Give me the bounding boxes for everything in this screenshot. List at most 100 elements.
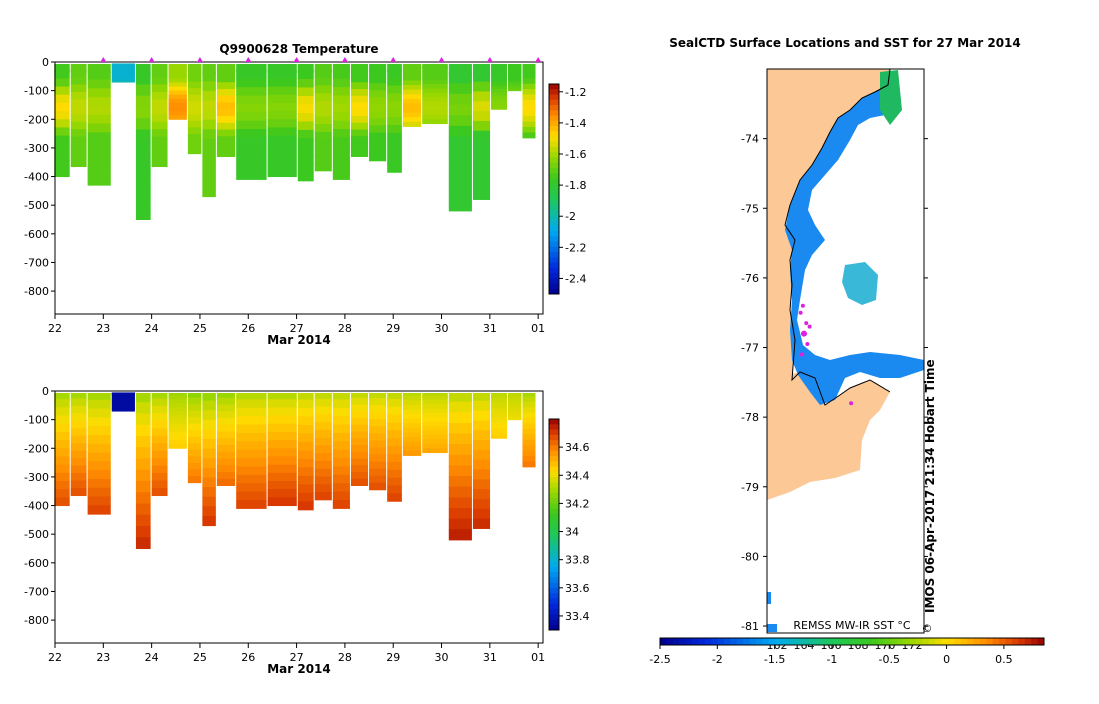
panel1-cell — [236, 416, 267, 426]
panel0-cell — [151, 159, 168, 168]
panel0-cell — [111, 70, 135, 73]
panel1-cell — [54, 472, 70, 482]
panel1-colorbar-cell — [549, 540, 559, 547]
panel0-cell — [187, 127, 202, 135]
panel0-cell — [314, 93, 332, 102]
panel0-cell — [187, 94, 202, 102]
panel0-cell — [448, 104, 472, 116]
panel1-cell — [472, 420, 491, 431]
panel0-xtick-label: 26 — [241, 322, 255, 335]
panel0-cell — [168, 74, 187, 79]
panel0-cell — [187, 120, 202, 128]
panel0-ytick-label: -200 — [24, 113, 49, 126]
map-colorbar-cell — [820, 638, 827, 645]
map-colorbar-cell — [775, 638, 783, 645]
panel1-cell — [187, 430, 202, 438]
panel0-profile-23 — [507, 64, 522, 92]
panel1-cell — [332, 393, 350, 402]
panel0-cell — [448, 83, 472, 95]
panel0-cell — [491, 99, 507, 103]
panel1-ytick-label: 0 — [42, 385, 49, 398]
panel1-cell — [135, 526, 151, 538]
panel0-cell — [267, 152, 297, 161]
panel0-cell — [369, 104, 387, 112]
map-colorbar-cell — [986, 638, 994, 645]
panel1-cell — [236, 432, 267, 442]
panel1-cell — [111, 403, 135, 406]
panel0-colorbar-cell — [549, 215, 559, 221]
panel1-cell — [202, 429, 216, 440]
panel1-cell — [111, 393, 135, 396]
panel1-ytick-label: -600 — [24, 557, 49, 570]
panel0-cell — [522, 72, 536, 79]
panel1-profile-13 — [314, 393, 332, 501]
panel0-cell — [216, 122, 236, 130]
panel1-cell — [202, 515, 216, 527]
map-coastline — [784, 68, 891, 406]
panel1-colorbar-cell — [549, 455, 559, 462]
panel1-profile-12 — [297, 393, 314, 511]
panel0-cell — [402, 71, 422, 77]
panel1-cell — [350, 445, 369, 453]
panel0-xtick-label: 25 — [193, 322, 207, 335]
panel0-cell — [151, 136, 168, 145]
panel0-colorbar-label: -2.2 — [565, 241, 586, 254]
panel0-cell — [87, 132, 111, 142]
panel0-profile-15 — [350, 64, 369, 157]
panel1-cell — [350, 424, 369, 432]
panel0-xtick-label: 22 — [48, 322, 62, 335]
panel0-cell — [332, 154, 350, 164]
panel1-cell — [448, 393, 472, 405]
panel0-cell — [202, 100, 216, 111]
panel0-cell — [369, 125, 387, 134]
panel0-cell — [522, 127, 536, 133]
panel1-cell — [369, 405, 387, 413]
panel1-cell — [87, 443, 111, 454]
panel0-cell — [151, 106, 168, 115]
panel0-cell — [507, 78, 522, 81]
map-land-west — [767, 69, 890, 380]
panel1-cell — [135, 458, 151, 471]
map-sst-green — [880, 70, 902, 125]
panel0-cell — [422, 105, 448, 111]
panel0-cell — [402, 85, 422, 91]
panel1-cell — [448, 508, 472, 520]
panel0-cell — [111, 77, 135, 80]
panel0-cell — [448, 93, 472, 106]
panel1-profile-10 — [236, 393, 267, 509]
panel0-cell — [332, 64, 350, 73]
panel1-cell — [151, 465, 168, 474]
panel0-cell — [54, 168, 70, 178]
panel1-cell — [522, 450, 536, 457]
panel0-cell — [314, 124, 332, 133]
panel0-xtick-label: 28 — [338, 322, 352, 335]
panel0-cell — [402, 103, 422, 109]
panel1-cell — [267, 407, 297, 417]
panel1-cell — [135, 393, 151, 405]
panel0-cell — [387, 101, 402, 110]
panel0-profile-21 — [472, 64, 491, 200]
panel0-cell — [297, 172, 314, 182]
panel0-cell — [422, 119, 448, 125]
panel1-cell — [70, 480, 87, 489]
map-colorbar-cell — [916, 638, 923, 645]
panel1-cell — [314, 414, 332, 423]
panel1-cell — [297, 441, 314, 451]
panel1-cell — [402, 418, 422, 424]
panel0-cell — [236, 120, 267, 130]
panel0-cell — [369, 146, 387, 155]
panel1-cell — [168, 407, 187, 412]
panel1-cell — [135, 514, 151, 527]
panel0-cell — [202, 64, 216, 75]
panel0-cell — [70, 76, 87, 85]
panel1-cell — [187, 476, 202, 484]
panel1-cell — [314, 445, 332, 454]
panel1-cell — [491, 424, 507, 429]
map-seal-point-4 — [805, 342, 810, 347]
map-colorbar-cell — [928, 638, 936, 645]
panel1-ytick-label: -400 — [24, 500, 49, 513]
panel1-profile-0 — [54, 393, 70, 507]
panel1-colorbar — [549, 419, 559, 631]
map-seal-point-1 — [798, 310, 803, 315]
panel0-profile-marker — [438, 57, 445, 62]
